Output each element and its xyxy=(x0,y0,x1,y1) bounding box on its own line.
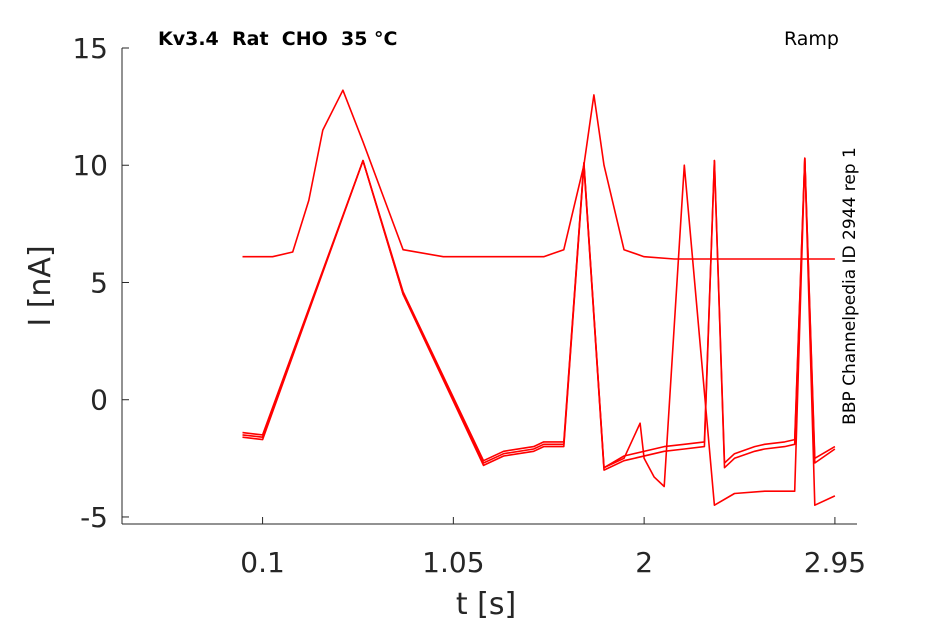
axes xyxy=(121,48,857,525)
x-tick-label: 0.1 xyxy=(240,546,285,579)
trace-4 xyxy=(242,157,836,506)
y-tick-label: 15 xyxy=(72,32,108,65)
x-tick-label: 2 xyxy=(635,546,653,579)
y-tick-label: 5 xyxy=(90,266,108,299)
x-axis-label: t [s] xyxy=(456,587,516,622)
protocol-label: Ramp xyxy=(784,28,839,50)
x-tick-label: 2.95 xyxy=(804,546,866,579)
y-tick-label: 10 xyxy=(72,149,108,182)
trace-1 xyxy=(242,89,835,260)
y-tick-label: -5 xyxy=(80,501,108,534)
y-axis-label: I [nA] xyxy=(23,245,58,326)
x-tick-label: 1.05 xyxy=(422,546,484,579)
chart-title: Kv3.4 Rat CHO 35 °C xyxy=(158,28,398,50)
traces xyxy=(242,89,836,506)
ticks: 0.1 1.05 2 2.95 -5 0 5 10 15 xyxy=(72,32,866,579)
source-label: BBP Channelpedia ID 2944 rep 1 xyxy=(840,147,860,425)
trace-3 xyxy=(242,157,836,471)
trace-2 xyxy=(242,157,836,469)
y-tick-label: 0 xyxy=(90,384,108,417)
